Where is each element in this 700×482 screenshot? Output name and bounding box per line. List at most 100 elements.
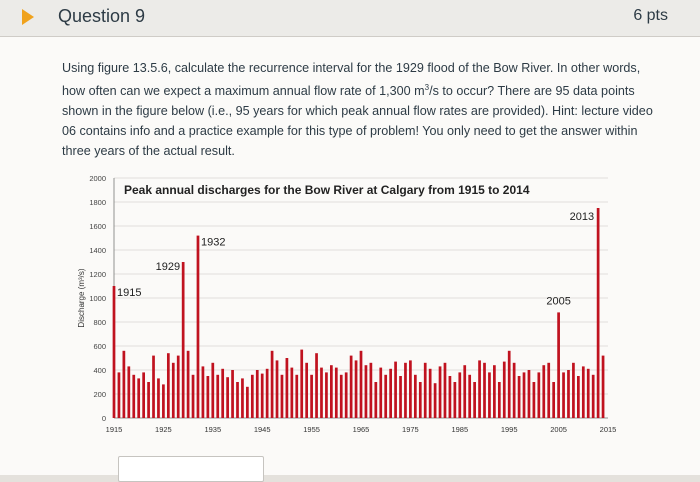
y-tick-label: 1400: [89, 246, 106, 255]
bar-1968: [374, 382, 378, 418]
bar-1960: [334, 367, 338, 418]
annotation-2005: 2005: [546, 295, 570, 307]
y-tick-label: 1600: [89, 222, 106, 231]
bar-1962: [344, 372, 348, 418]
bar-1927: [171, 362, 175, 418]
bar-1959: [330, 365, 333, 418]
bar-2003: [547, 362, 551, 418]
bar-1942: [246, 386, 249, 418]
bar-2006: [562, 372, 565, 418]
bar-1976: [413, 374, 417, 418]
bar-1981: [438, 366, 442, 418]
bar-1920: [137, 378, 141, 418]
x-tick-label: 1995: [501, 425, 518, 434]
chart-title: Peak annual discharges for the Bow River…: [124, 183, 530, 197]
bar-1984: [453, 382, 457, 418]
bar-1988: [473, 382, 476, 418]
bar-2000: [532, 382, 536, 418]
annotation-1932: 1932: [201, 237, 225, 249]
bar-1977: [418, 382, 422, 418]
x-tick-label: 2015: [600, 425, 617, 434]
bar-1969: [379, 367, 383, 418]
bar-1992: [493, 365, 496, 418]
x-tick-label: 1935: [204, 425, 221, 434]
bar-1958: [325, 372, 328, 418]
bar-1921: [142, 372, 145, 418]
annotation-2013: 2013: [570, 211, 594, 223]
bar-2007: [567, 370, 570, 418]
bar-1926: [166, 353, 170, 418]
y-tick-label: 800: [93, 318, 106, 327]
bar-1974: [404, 362, 407, 418]
bar-1939: [231, 370, 234, 418]
bar-2008: [572, 362, 575, 418]
bar-2014: [601, 355, 605, 418]
x-tick-label: 1915: [106, 425, 123, 434]
bar-1941: [241, 378, 244, 418]
x-tick-label: 2005: [550, 425, 567, 434]
bar-2013: [596, 208, 600, 418]
bar-1975: [409, 360, 412, 418]
bar-1973: [399, 376, 402, 418]
y-tick-label: 200: [93, 390, 106, 399]
bar-1990: [483, 362, 486, 418]
question-prompt: Using figure 13.5.6, calculate the recur…: [62, 58, 662, 161]
annotation-1929: 1929: [156, 261, 180, 273]
bar-1918: [127, 366, 131, 418]
bar-1930: [186, 350, 190, 418]
bar-1991: [488, 372, 491, 418]
answer-input[interactable]: [118, 456, 264, 482]
bar-2005: [557, 312, 560, 418]
bar-2004: [552, 382, 556, 418]
question-points: 6 pts: [633, 7, 668, 24]
bar-2011: [586, 368, 590, 418]
bar-1956: [315, 353, 318, 418]
bar-1936: [216, 374, 220, 418]
bar-1955: [310, 374, 313, 418]
prompt-text-end: /s to occur? There are 95 data points sh…: [62, 84, 653, 159]
bar-1940: [236, 382, 239, 418]
annotation-1915: 1915: [117, 287, 141, 299]
bar-1987: [468, 374, 472, 418]
bar-1945: [260, 373, 264, 418]
bar-1915: [112, 286, 116, 418]
bar-1983: [448, 376, 452, 418]
bar-1993: [497, 382, 501, 418]
bar-1952: [295, 374, 299, 418]
bar-1944: [255, 370, 259, 418]
x-tick-label: 1965: [353, 425, 370, 434]
bar-1928: [176, 355, 180, 418]
prompt-text-start: Using figure 13.5.6, calculate the recur…: [62, 61, 641, 99]
x-tick-label: 1975: [402, 425, 419, 434]
bar-1965: [359, 350, 363, 418]
bar-2010: [581, 366, 585, 418]
bar-1929: [181, 262, 185, 418]
flag-icon[interactable]: [22, 9, 34, 25]
bar-1916: [117, 372, 121, 418]
bar-2001: [537, 372, 541, 418]
bar-1978: [423, 362, 427, 418]
x-tick-label: 1945: [254, 425, 271, 434]
bar-1932: [196, 235, 200, 418]
bar-1953: [300, 349, 304, 418]
y-tick-label: 1000: [89, 294, 106, 303]
bar-1996: [512, 362, 516, 418]
bar-1961: [339, 374, 343, 418]
bar-1989: [478, 360, 481, 418]
y-tick-label: 400: [93, 366, 106, 375]
bar-1947: [270, 350, 274, 418]
bar-1934: [206, 376, 210, 418]
y-tick-label: 1200: [89, 270, 106, 279]
bar-1980: [433, 383, 437, 418]
bar-1949: [280, 374, 284, 418]
bar-1964: [354, 360, 358, 418]
bar-1925: [162, 384, 165, 418]
bar-1971: [389, 368, 392, 418]
bar-1935: [211, 362, 215, 418]
bar-2012: [591, 374, 595, 418]
y-axis-label: Discharge (m³/s): [77, 268, 86, 327]
discharge-chart: 0 200 400 600 800 1000 1200 1400 1600 1800 2000 Dis…: [77, 174, 617, 434]
y-tick-label: 0: [102, 414, 106, 423]
x-tick-label: 1985: [451, 425, 468, 434]
prompt-superscript: 3: [424, 83, 430, 92]
